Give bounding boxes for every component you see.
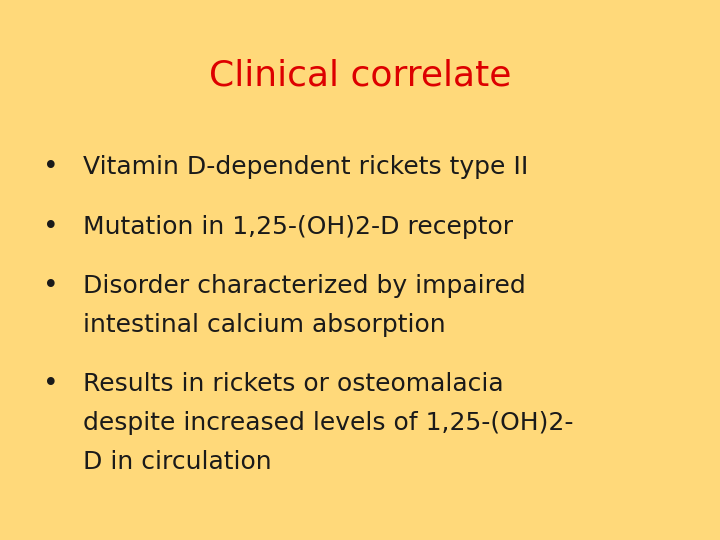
Text: Results in rickets or osteomalacia: Results in rickets or osteomalacia — [83, 373, 503, 396]
Text: •: • — [42, 273, 58, 299]
Text: Clinical correlate: Clinical correlate — [209, 59, 511, 92]
Text: Vitamin D-dependent rickets type II: Vitamin D-dependent rickets type II — [83, 156, 528, 179]
Text: despite increased levels of 1,25-(OH)2-: despite increased levels of 1,25-(OH)2- — [83, 411, 573, 435]
Text: •: • — [42, 372, 58, 397]
Text: Mutation in 1,25-(OH)2-D receptor: Mutation in 1,25-(OH)2-D receptor — [83, 215, 513, 239]
Text: •: • — [42, 154, 58, 180]
Text: Disorder characterized by impaired: Disorder characterized by impaired — [83, 274, 526, 298]
Text: D in circulation: D in circulation — [83, 450, 271, 474]
Text: •: • — [42, 214, 58, 240]
Text: intestinal calcium absorption: intestinal calcium absorption — [83, 313, 446, 337]
